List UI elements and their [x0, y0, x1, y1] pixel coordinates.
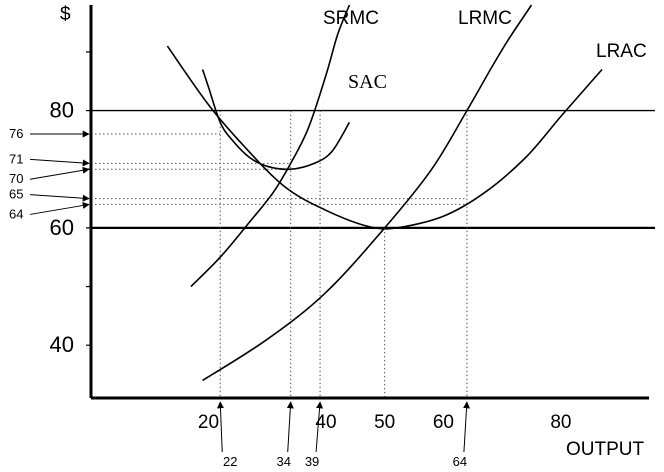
- price-marker-arrow-64: [29, 202, 90, 215]
- y-tick-label-80: 80: [50, 98, 74, 123]
- output-marker-arrow-34: [286, 401, 294, 453]
- y-tick-label-40: 40: [50, 332, 74, 357]
- y-tick-label-60: 60: [50, 215, 74, 240]
- price-marker-label-64: 64: [9, 206, 23, 221]
- x-tick-label-50: 50: [374, 412, 395, 433]
- x-tick-label-80: 80: [550, 412, 571, 433]
- price-marker-arrow-65: [29, 194, 90, 202]
- x-tick-label-40: 40: [315, 412, 336, 433]
- series-label-srmc: SRMC: [323, 8, 379, 29]
- series-label-lrmc: LRMC: [458, 8, 512, 29]
- price-marker-arrow-71: [29, 158, 90, 167]
- x-tick-label-60: 60: [433, 412, 454, 433]
- price-marker-label-65: 65: [9, 187, 23, 202]
- axis-layer: [86, 5, 649, 400]
- x-tick-label-20: 20: [198, 412, 219, 433]
- output-marker-label-64: 64: [453, 454, 467, 469]
- curve-srmc: [190, 4, 351, 288]
- series-label-lrac: LRAC: [596, 41, 647, 62]
- price-marker-label-76: 76: [9, 126, 23, 141]
- price-marker-label-70: 70: [9, 171, 23, 186]
- marker-layer: [29, 130, 471, 453]
- output-marker-label-39: 39: [305, 454, 319, 469]
- output-marker-arrow-64: [463, 401, 471, 453]
- price-marker-arrow-70: [29, 166, 90, 180]
- price-marker-label-71: 71: [9, 151, 23, 166]
- output-marker-label-34: 34: [276, 454, 290, 469]
- output-marker-arrow-22: [216, 401, 224, 453]
- x-axis-label: OUTPUT: [566, 439, 645, 460]
- output-marker-arrow-39: [315, 401, 324, 453]
- output-marker-label-22: 22: [223, 454, 237, 469]
- curve-lrmc: [202, 4, 533, 382]
- series-label-sac: SAC: [348, 71, 387, 93]
- reference-line-layer: [91, 109, 655, 398]
- y-axis-label: $: [60, 4, 71, 25]
- curve-sac: [201, 69, 351, 171]
- curve-layer: [166, 4, 603, 382]
- curve-lrac: [166, 45, 603, 230]
